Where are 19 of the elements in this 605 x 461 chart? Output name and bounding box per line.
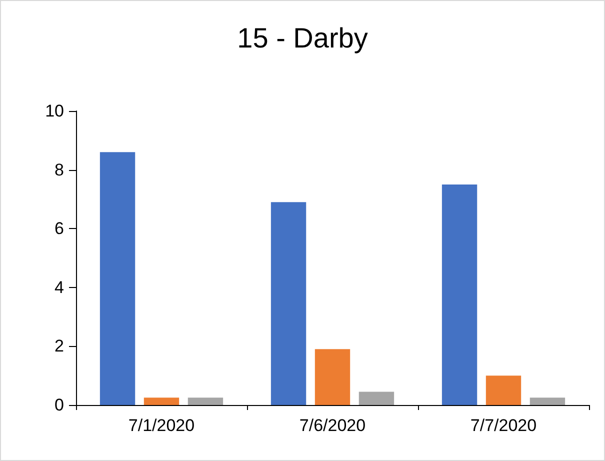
y-tick-label: 6	[54, 219, 64, 238]
x-tick-label: 7/7/2020	[470, 416, 537, 435]
bar	[100, 152, 136, 405]
bar	[144, 398, 180, 405]
bar	[442, 184, 478, 405]
y-tick-label: 10	[45, 102, 64, 120]
bar	[486, 376, 522, 405]
chart-title: 15 - Darby	[237, 22, 368, 54]
x-tick-label: 7/6/2020	[299, 416, 366, 435]
bar	[530, 398, 566, 405]
x-tick-label: 7/1/2020	[128, 416, 195, 435]
bar	[314, 349, 350, 405]
y-tick-label: 4	[54, 278, 64, 297]
bar	[188, 398, 224, 405]
y-tick-label: 0	[54, 396, 64, 414]
bar	[358, 392, 394, 405]
y-tick-label: 2	[54, 336, 64, 356]
y-tick-label: 8	[54, 160, 64, 180]
bar	[270, 202, 306, 405]
